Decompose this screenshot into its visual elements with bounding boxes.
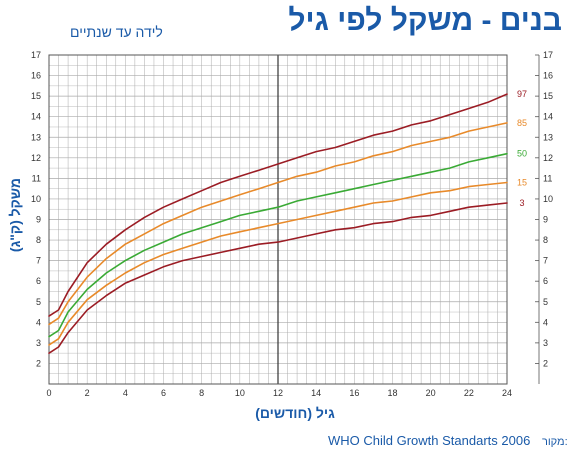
y-tick-label-right: 3 (543, 338, 548, 348)
y-tick-label-right: 14 (543, 112, 553, 122)
y-tick-label-left: 10 (31, 194, 41, 204)
y-tick-label-right: 2 (543, 358, 548, 368)
source-text: WHO Child Growth Standarts 2006 (328, 433, 531, 448)
y-tick-label-right: 12 (543, 153, 553, 163)
plot-frame (48, 54, 508, 385)
y-tick-label-right: 17 (543, 50, 553, 60)
y-tick-label-left: 15 (31, 91, 41, 101)
y-tick-label-left: 14 (31, 112, 41, 122)
page-subtitle: לידה עד שנתיים (70, 24, 163, 40)
x-tick-label: 6 (161, 388, 166, 398)
y-tick-label-right: 13 (543, 132, 553, 142)
x-tick-label: 18 (387, 388, 397, 398)
x-tick-label: 16 (349, 388, 359, 398)
y-tick-label-left: 9 (36, 215, 41, 225)
percentile-line-3 (48, 202, 508, 355)
percentile-label-85: 85 (517, 118, 527, 128)
y-tick-label-right: 4 (543, 317, 548, 327)
x-tick-label: 10 (235, 388, 245, 398)
y-tick-label-right: 7 (543, 256, 548, 266)
y-tick-label-right: 11 (543, 173, 552, 183)
y-tick-label-right: 8 (543, 235, 548, 245)
y-tick-label-right: 16 (543, 71, 553, 81)
y-tick-label-left: 13 (31, 132, 41, 142)
x-tick-label: 8 (199, 388, 204, 398)
y-tick-label-left: 6 (36, 276, 41, 286)
y-tick-label-right: 10 (543, 194, 553, 204)
page-title: בנים - משקל לפי גיל (288, 4, 562, 37)
y-tick-label-left: 7 (36, 256, 41, 266)
percentile-lines (48, 93, 508, 355)
y-tick-label-left: 3 (36, 338, 41, 348)
y-tick-label-left: 8 (36, 235, 41, 245)
y-tick-label-right: 9 (543, 215, 548, 225)
y-tick-label-left: 17 (31, 50, 41, 60)
source-label: מקור: (541, 436, 568, 448)
percentile-label-97: 97 (517, 89, 527, 99)
x-tick-label: 14 (311, 388, 321, 398)
percentile-line-50 (48, 152, 508, 338)
percentile-line-97 (48, 93, 508, 317)
percentile-label-3: 3 (519, 198, 524, 208)
x-tick-label: 20 (426, 388, 436, 398)
x-tick-label: 0 (46, 388, 51, 398)
y-tick-label-right: 6 (543, 276, 548, 286)
y-tick-label-right: 15 (543, 91, 553, 101)
percentile-line-85 (48, 122, 508, 326)
y-axis-title: משקל (ק"ג) (7, 178, 23, 252)
y-tick-label-left: 12 (31, 153, 41, 163)
y-tick-label-right: 5 (543, 297, 548, 307)
y-tick-label-left: 4 (36, 317, 41, 327)
percentile-label-50: 50 (517, 149, 527, 159)
tick-labels: 0 2 4 6 8 10 12 14 16 18 20 22 242 23 34 45 56 67 78 89 910 1… (31, 50, 553, 398)
x-tick-label: 22 (464, 388, 474, 398)
x-axis-title: גיל (חודשים) (255, 405, 335, 421)
y-tick-label-left: 5 (36, 297, 41, 307)
grid (48, 54, 540, 385)
x-tick-label: 12 (273, 388, 283, 398)
percentile-line-15 (48, 181, 508, 346)
y-tick-label-left: 16 (31, 71, 41, 81)
source-note: WHO Child Growth Standarts 2006 מקור: (328, 433, 568, 448)
percentile-labels: 97 85 50 15 3 (517, 89, 527, 208)
y-tick-label-left: 11 (32, 173, 41, 183)
percentile-label-15: 15 (517, 177, 527, 187)
x-tick-label: 24 (502, 388, 512, 398)
x-tick-label: 2 (85, 388, 90, 398)
x-tick-label: 4 (123, 388, 128, 398)
y-tick-label-left: 2 (36, 358, 41, 368)
